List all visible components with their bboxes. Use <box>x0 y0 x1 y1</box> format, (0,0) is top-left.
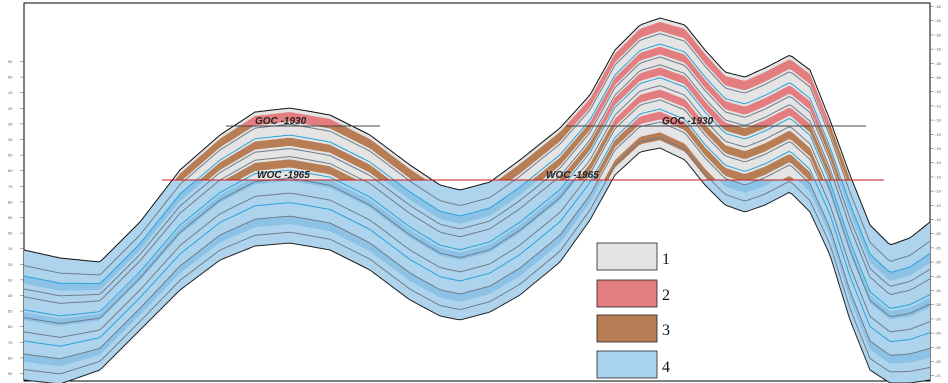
layer-boundary-line <box>24 137 930 375</box>
legend-label-4: 4 <box>662 359 670 376</box>
left-axis-tick-label: 70 <box>8 184 13 189</box>
right-axis-tick-label: -19 <box>935 217 942 222</box>
layer-boundary-line <box>24 99 930 338</box>
right-axis-tick-label: -19 <box>935 203 942 208</box>
right-axis-tick-label: -20 <box>935 345 942 350</box>
right-axis-tick-label: -20 <box>935 302 942 307</box>
goc-label-left: GOC -1930 <box>255 116 307 127</box>
right-axis-tick-label: -18 <box>935 4 942 9</box>
left-axis-tick-label: 90 <box>8 59 13 64</box>
left-axis-tick-label: 00 <box>8 75 13 80</box>
layer-boundary-line <box>24 77 930 317</box>
layer-boundary-line <box>24 64 930 304</box>
left-axis-tick-label: 20 <box>8 106 13 111</box>
left-axis-tick-label: 30 <box>8 121 13 126</box>
legend-swatch-1 <box>596 242 658 271</box>
right-axis-tick-label: -19 <box>935 118 942 123</box>
right-axis-tick-label: -20 <box>935 359 942 364</box>
right-axis-tick-label: -19 <box>935 160 942 165</box>
right-axis-tick-label: -19 <box>935 89 942 94</box>
layer-boundary-line <box>24 43 930 285</box>
reservoir-top-boundary <box>23 17 931 263</box>
right-axis-tick-label: -18 <box>935 32 942 37</box>
left-axis-ticks: 90 00 10 20 30 40 50 60 70 80 90 00 10 20 30 40 50 60 70 80… <box>8 59 24 376</box>
legend-label-3: 3 <box>662 322 670 339</box>
right-axis-tick-label: -20 <box>935 288 942 293</box>
left-axis-tick-label: 70 <box>8 340 13 345</box>
layer-boundary-line <box>24 108 930 347</box>
right-axis-tick-label: -19 <box>935 146 942 151</box>
layer-lines-water-zone <box>24 180 930 367</box>
right-axis-tick-label: -19 <box>935 174 942 179</box>
right-axis-tick-label: -20 <box>935 316 942 321</box>
right-axis-tick-label: -19 <box>935 103 942 108</box>
zone-4-fill <box>24 180 930 383</box>
goc-label-right: GOC -1930 <box>662 116 714 127</box>
right-axis-tick-label: -20 <box>935 245 942 250</box>
left-axis-tick-label: 40 <box>8 293 13 298</box>
woc-label-right: WOC -1965 <box>546 170 599 181</box>
left-axis-tick-label: 40 <box>8 137 13 142</box>
left-axis-tick-label: 90 <box>8 371 13 376</box>
left-axis-tick-label: 80 <box>8 199 13 204</box>
layer-boundary-line <box>24 56 930 297</box>
left-axis-tick-label: 00 <box>8 231 13 236</box>
right-axis-tick-label: -20 <box>935 231 942 236</box>
right-axis-tick-label: -18 <box>935 75 942 80</box>
layer-boundary-line <box>24 121 930 360</box>
left-axis-tick-label: 30 <box>8 277 13 282</box>
left-axis-tick-label: 60 <box>8 168 13 173</box>
layer-boundary-line <box>24 85 930 325</box>
left-axis-tick-label: 50 <box>8 309 13 314</box>
left-axis-tick-label: 80 <box>8 355 13 360</box>
right-axis-tick-label: -20 <box>935 331 942 336</box>
left-axis-tick-label: 60 <box>8 324 13 329</box>
right-axis-tick-label: -20 <box>935 274 942 279</box>
right-axis-tick-label: -18 <box>935 18 942 23</box>
layer-boundary-lines <box>24 33 930 375</box>
right-axis-tick-label: -21 <box>935 373 942 378</box>
legend-label-1: 1 <box>662 251 670 268</box>
right-axis-tick-label: -20 <box>935 260 942 265</box>
left-axis-tick-label: 90 <box>8 215 13 220</box>
right-axis-tick-label: -18 <box>935 61 942 66</box>
woc-label-left: WOC -1965 <box>257 170 310 181</box>
layer-boundary-line <box>24 33 930 276</box>
left-axis-tick-label: 10 <box>8 90 13 95</box>
legend: 1 2 3 4 <box>596 242 670 379</box>
left-axis-tick-label: 20 <box>8 262 13 267</box>
reservoir-bottom-boundary <box>23 147 931 383</box>
right-axis-tick-label: -19 <box>935 132 942 137</box>
legend-swatch-2 <box>596 279 658 308</box>
right-axis-tick-label: -19 <box>935 189 942 194</box>
right-axis-tick-label: -18 <box>935 47 942 52</box>
legend-label-2: 2 <box>662 287 670 304</box>
left-axis-tick-label: 50 <box>8 153 13 158</box>
legend-swatch-4 <box>596 350 658 379</box>
water-layer-stripe <box>24 180 930 326</box>
left-axis-tick-label: 10 <box>8 246 13 251</box>
right-axis-ticks: -18 -18 -18 -18 -18 -18 -19 -19 -19 -19 -19 -19 -19 -… <box>930 4 942 378</box>
legend-swatch-3 <box>596 314 658 343</box>
